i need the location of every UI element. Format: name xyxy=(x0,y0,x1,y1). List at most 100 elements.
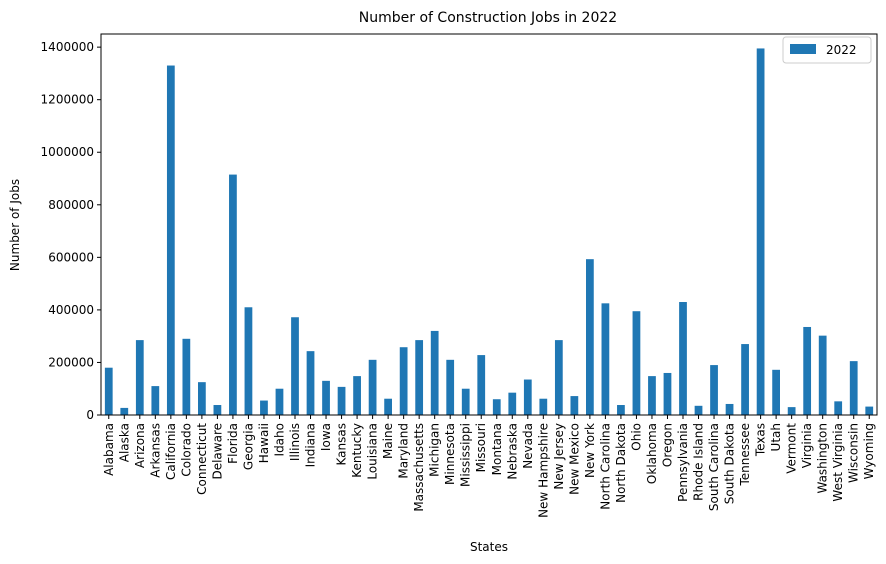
x-tick-label: Maine xyxy=(381,423,395,459)
x-tick-label: Oregon xyxy=(660,423,674,467)
bar-colorado xyxy=(182,338,191,415)
x-tick-label: Michigan xyxy=(428,423,442,477)
x-tick-label: Illinois xyxy=(288,423,302,461)
bar-pennsylvania xyxy=(679,302,687,415)
bar-nebraska xyxy=(508,392,517,415)
legend-frame xyxy=(782,36,872,64)
bar-indiana xyxy=(306,351,315,415)
y-tick-label: 400000 xyxy=(48,303,94,317)
x-tick-label: Minnesota xyxy=(443,423,457,485)
bar-south-dakota xyxy=(725,403,734,415)
bar-wyoming xyxy=(865,406,874,415)
bar-texas xyxy=(756,48,765,415)
x-tick-label: Georgia xyxy=(241,423,255,470)
bar-montana xyxy=(492,399,501,415)
x-tick-label: Oklahoma xyxy=(645,423,659,484)
x-tick-label: Louisiana xyxy=(366,423,380,480)
x-tick-label: North Dakota xyxy=(614,423,628,503)
x-tick-label: Delaware xyxy=(210,423,224,480)
x-tick-label: Wisconsin xyxy=(847,423,861,483)
bar-maryland xyxy=(399,347,408,415)
y-tick-label: 1400000 xyxy=(41,40,94,54)
x-tick-label: Wyoming xyxy=(862,423,876,479)
x-axis-title: States xyxy=(470,540,508,554)
bar-new-york xyxy=(586,259,594,415)
bar-virginia xyxy=(803,326,812,415)
bar-alaska xyxy=(120,407,129,415)
x-tick-label: South Carolina xyxy=(707,423,721,511)
bar-michigan xyxy=(430,330,439,415)
y-tick-label: 1000000 xyxy=(41,145,94,159)
bar-south-carolina xyxy=(710,365,718,415)
bar-north-dakota xyxy=(617,405,625,415)
bar-delaware xyxy=(213,405,222,415)
bar-nevada xyxy=(523,379,532,415)
x-tick-label: Maryland xyxy=(397,423,411,479)
x-tick-label: Kansas xyxy=(335,423,349,465)
x-tick-label: Massachusetts xyxy=(412,423,426,512)
x-tick-label: South Dakota xyxy=(723,423,737,504)
x-tick-label: Virginia xyxy=(800,423,814,468)
bar-mississippi xyxy=(461,388,470,415)
x-tick-label: Texas xyxy=(754,423,768,457)
bar-maine xyxy=(384,398,392,415)
x-tick-label: Utah xyxy=(769,423,783,451)
x-tick-label: Colorado xyxy=(179,423,193,477)
bar-missouri xyxy=(477,355,486,415)
x-tick-label: Mississippi xyxy=(459,423,473,487)
x-tick-label: Rhode Island xyxy=(692,423,706,501)
x-tick-label: Connecticut xyxy=(195,423,209,495)
x-tick-label: Washington xyxy=(816,423,830,494)
x-tick-label: Idaho xyxy=(272,423,286,456)
bar-ohio xyxy=(632,311,641,415)
bar-massachusetts xyxy=(415,340,424,415)
bar-utah xyxy=(772,369,780,415)
x-tick-label: Vermont xyxy=(785,423,799,474)
x-tick-label: New Hampshire xyxy=(536,423,550,518)
bar-arizona xyxy=(135,340,144,415)
x-tick-label: Indiana xyxy=(304,423,318,467)
x-tick-label: Hawaii xyxy=(257,423,271,463)
bar-florida xyxy=(229,174,237,415)
x-tick-label: Arizona xyxy=(133,423,147,468)
bar-oregon xyxy=(663,372,672,415)
bar-georgia xyxy=(244,307,253,415)
chart-title: Number of Construction Jobs in 2022 xyxy=(359,10,617,26)
y-tick-label: 600000 xyxy=(48,250,94,264)
x-tick-label: Missouri xyxy=(474,423,488,472)
bar-tennessee xyxy=(741,344,749,415)
y-tick-label: 800000 xyxy=(48,198,94,212)
legend-label: 2022 xyxy=(826,43,857,57)
bar-rhode-island xyxy=(694,405,703,415)
x-tick-label: Alabama xyxy=(102,423,116,476)
bar-north-carolina xyxy=(601,303,610,415)
bar-new-mexico xyxy=(570,396,579,415)
x-tick-label: New Mexico xyxy=(567,423,581,495)
bar-minnesota xyxy=(446,359,455,415)
y-axis-title: Number of Jobs xyxy=(8,179,22,271)
y-axis: 0 200000 400000 600000 800000 1000000 1200000 1… xyxy=(41,40,101,422)
legend-swatch xyxy=(790,44,816,54)
legend: 2022 xyxy=(782,36,872,64)
x-tick-label: Arkansas xyxy=(148,423,162,478)
bar-oklahoma xyxy=(648,376,656,415)
bar-kansas xyxy=(337,386,346,415)
bar-illinois xyxy=(291,317,299,415)
x-tick-label: Alaska xyxy=(117,423,131,462)
x-axis: Alabama Alaska Arizona Arkansas California Co… xyxy=(102,415,876,518)
x-tick-label: Florida xyxy=(226,423,240,464)
x-tick-label: Tennessee xyxy=(738,423,752,487)
bar-arkansas xyxy=(151,386,160,415)
bar-kentucky xyxy=(353,376,361,415)
x-tick-label: Iowa xyxy=(319,423,333,451)
bar-alabama xyxy=(104,367,113,415)
x-tick-label: Nebraska xyxy=(505,423,519,480)
x-tick-label: New York xyxy=(583,423,597,478)
bar-new-hampshire xyxy=(539,398,548,415)
x-tick-label: West Virginia xyxy=(831,423,845,502)
x-tick-label: California xyxy=(164,423,178,480)
bar-connecticut xyxy=(198,382,206,415)
bar-west-virginia xyxy=(834,401,843,415)
bar-iowa xyxy=(322,380,330,415)
